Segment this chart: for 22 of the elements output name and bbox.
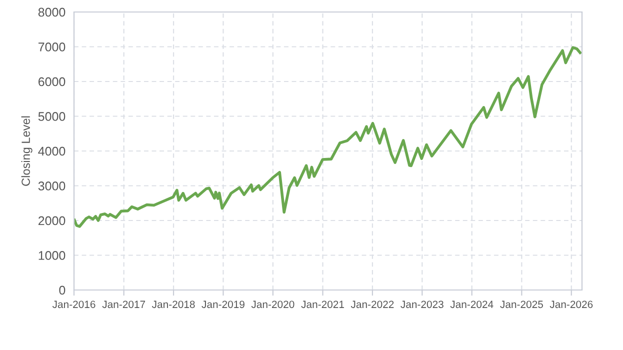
x-tick-label: Jan-2017 [102,300,146,308]
y-tick-label: 7000 [38,42,66,52]
y-tick-label: 0 [59,286,66,295]
y-axis-title: Closing Level [21,116,32,186]
y-tick-label: 3000 [38,182,66,190]
x-tick-label: Jan-2025 [500,300,543,308]
x-tick-label: Jan-2020 [251,300,294,308]
x-tick-label: Jan-2023 [400,300,444,308]
x-tick-label: Jan-2026 [550,300,593,308]
y-tick-label: 6000 [38,77,66,86]
y-tick-label: 2000 [38,216,66,226]
y-tick-label: 1000 [38,251,66,260]
x-tick-label: Jan-2018 [152,300,195,308]
line-series [74,46,582,228]
x-tick-label: Jan-2019 [202,300,244,308]
x-tick-label: Jan-2024 [450,300,494,308]
y-tick-label: 5000 [38,112,66,121]
y-tick-label: 8000 [38,8,66,17]
x-tick-label: Jan-2016 [52,300,96,308]
x-tick-label: Jan-2021 [301,300,344,308]
x-tick-label: Jan-2022 [350,300,394,308]
y-tick-label: 4000 [38,146,66,156]
